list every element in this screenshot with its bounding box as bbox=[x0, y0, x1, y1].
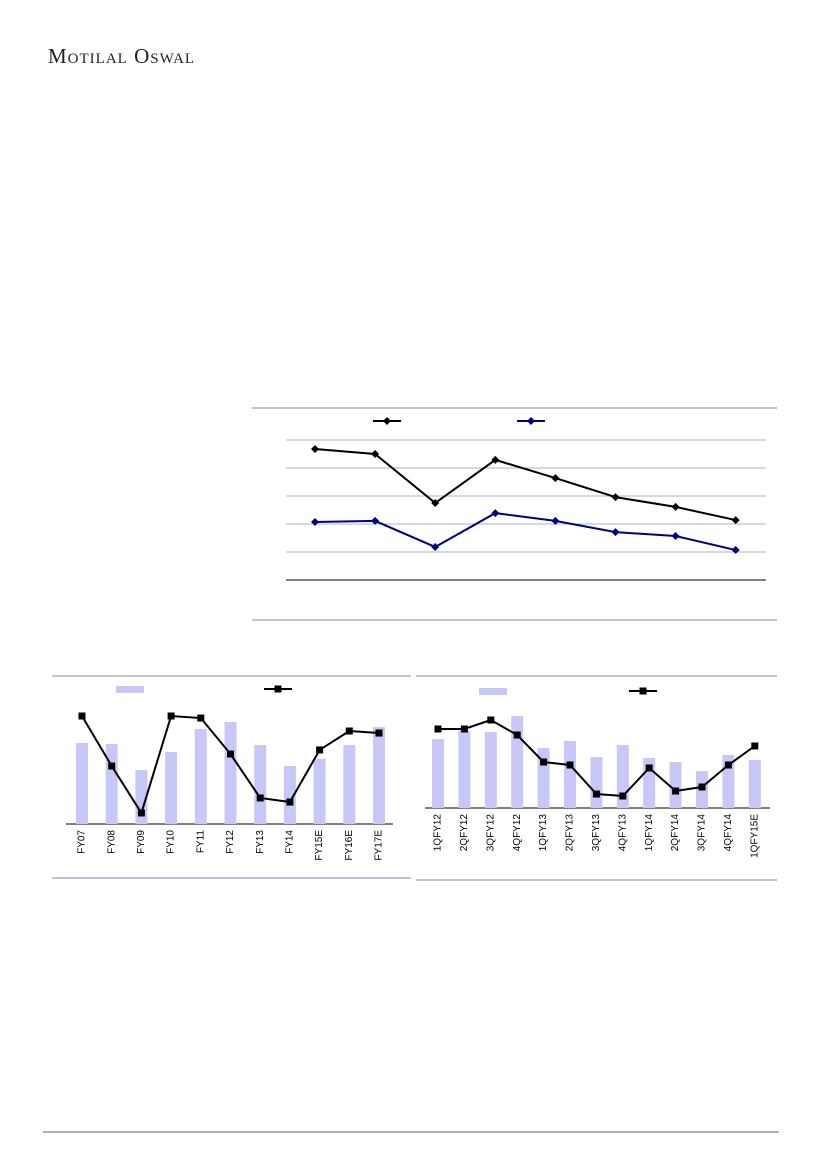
x-tick-label: 3QFY14 bbox=[697, 814, 708, 852]
marker bbox=[751, 742, 759, 750]
x-tick-label: 2QFY14 bbox=[670, 814, 681, 852]
bar bbox=[432, 739, 444, 808]
marker bbox=[592, 790, 600, 798]
marker bbox=[286, 798, 294, 806]
marker bbox=[513, 731, 521, 739]
bar bbox=[224, 722, 237, 824]
marker bbox=[540, 758, 548, 766]
bar bbox=[458, 731, 471, 808]
marker bbox=[434, 725, 442, 733]
bar bbox=[283, 766, 296, 824]
x-tick-label: FY12 bbox=[225, 830, 236, 854]
x-tick-label: 2QFY13 bbox=[565, 814, 576, 852]
x-tick-label: FY10 bbox=[166, 830, 177, 854]
x-tick-label: 4QFY13 bbox=[617, 814, 628, 852]
bar bbox=[590, 757, 603, 808]
marker bbox=[731, 546, 740, 555]
marker bbox=[274, 685, 282, 693]
marker bbox=[566, 761, 574, 769]
bar bbox=[313, 758, 326, 824]
marker bbox=[619, 792, 627, 800]
marker bbox=[724, 761, 732, 769]
legend-swatch bbox=[116, 686, 144, 693]
bar bbox=[669, 762, 682, 808]
marker bbox=[227, 750, 234, 758]
marker bbox=[345, 727, 353, 735]
bar bbox=[76, 743, 88, 824]
x-tick-label: 1QFY13 bbox=[538, 814, 549, 852]
bar bbox=[105, 743, 118, 824]
x-tick-label: FY15E bbox=[314, 830, 325, 861]
x-tick-label: FY11 bbox=[195, 830, 206, 854]
marker bbox=[431, 542, 440, 551]
marker bbox=[256, 794, 264, 802]
brand: Motilal Oswal bbox=[48, 44, 196, 68]
marker bbox=[551, 516, 560, 525]
marker bbox=[491, 509, 500, 518]
marker bbox=[671, 502, 680, 511]
bar bbox=[564, 741, 576, 808]
x-tick-label: FY16E bbox=[344, 830, 355, 861]
line bbox=[314, 447, 736, 522]
x-tick-label: 4QFY12 bbox=[512, 814, 523, 852]
bar bbox=[373, 727, 385, 824]
x-tick-label: 2QFY12 bbox=[459, 814, 470, 852]
marker bbox=[316, 746, 324, 754]
bar bbox=[748, 760, 761, 808]
marker bbox=[731, 516, 740, 525]
marker bbox=[78, 712, 86, 720]
x-tick-label: FY08 bbox=[106, 830, 117, 854]
marker bbox=[137, 809, 145, 817]
marker bbox=[698, 783, 706, 791]
x-tick-label: 1QFY12 bbox=[433, 814, 444, 852]
bar bbox=[511, 716, 524, 808]
marker bbox=[487, 716, 495, 724]
marker bbox=[639, 687, 647, 695]
marker bbox=[645, 764, 653, 772]
marker bbox=[527, 417, 535, 425]
x-tick-label: FY14 bbox=[285, 830, 296, 854]
marker bbox=[375, 729, 383, 737]
x-tick-label: FY07 bbox=[77, 830, 88, 854]
marker bbox=[311, 444, 319, 453]
marker bbox=[551, 474, 560, 483]
x-tick-label: 1QFY14 bbox=[644, 814, 655, 852]
bar bbox=[254, 745, 267, 824]
marker bbox=[108, 762, 116, 770]
marker bbox=[383, 417, 391, 425]
x-tick-label: 3QFY13 bbox=[591, 814, 602, 852]
x-tick-label: 3QFY12 bbox=[485, 814, 496, 852]
bar bbox=[484, 732, 497, 808]
marker bbox=[611, 493, 620, 502]
marker bbox=[371, 450, 380, 458]
bar bbox=[194, 728, 207, 824]
marker bbox=[431, 499, 440, 507]
marker bbox=[671, 532, 680, 541]
bar bbox=[165, 752, 178, 824]
marker bbox=[460, 725, 468, 733]
x-tick-label: 1QFY15E bbox=[749, 814, 760, 858]
bar bbox=[343, 745, 356, 824]
marker bbox=[311, 518, 319, 527]
marker bbox=[491, 455, 500, 464]
marker bbox=[611, 528, 620, 537]
marker bbox=[197, 714, 205, 722]
line bbox=[314, 512, 736, 552]
x-tick-label: FY09 bbox=[136, 830, 147, 854]
legend-swatch bbox=[479, 688, 507, 695]
marker bbox=[167, 712, 175, 720]
marker bbox=[672, 787, 680, 795]
marker bbox=[371, 516, 380, 525]
x-tick-label: FY13 bbox=[255, 830, 266, 854]
x-tick-label: 4QFY14 bbox=[723, 814, 734, 852]
x-tick-label: FY17E bbox=[374, 830, 385, 861]
